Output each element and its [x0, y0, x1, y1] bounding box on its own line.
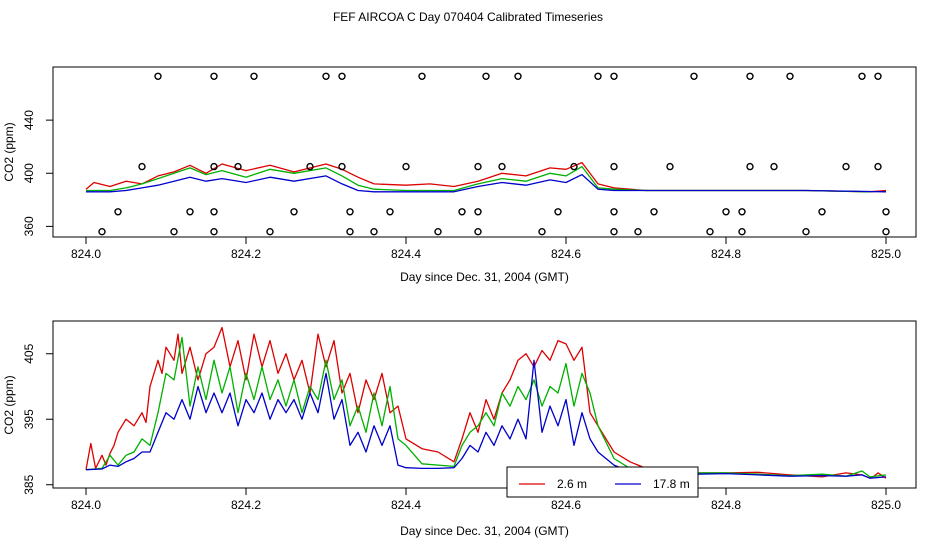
status-marker — [770, 162, 778, 171]
status-marker — [170, 227, 178, 236]
lower-x-axis-label: Day since Dec. 31, 2004 (GMT) — [400, 524, 569, 538]
y-tick-label: 440 — [22, 110, 36, 130]
status-marker — [210, 227, 218, 236]
status-marker — [346, 227, 354, 236]
status-marker — [882, 208, 890, 216]
status-marker — [874, 72, 882, 80]
x-tick-label: 824.6 — [551, 498, 581, 512]
legend-label: 17.8 m — [653, 477, 690, 491]
status-marker — [434, 227, 442, 236]
series-line-red — [85, 326, 887, 479]
status-marker — [746, 72, 754, 80]
series-line-red — [85, 161, 887, 193]
status-marker — [610, 72, 618, 80]
status-marker — [514, 72, 522, 80]
status-marker — [114, 208, 122, 216]
y-tick-label: 385 — [22, 474, 36, 494]
status-marker — [554, 208, 562, 216]
status-marker — [738, 208, 746, 216]
status-marker — [610, 208, 618, 216]
x-tick-label: 824.0 — [71, 498, 101, 512]
status-marker — [474, 208, 482, 216]
status-marker — [650, 208, 658, 216]
status-marker — [666, 162, 674, 171]
status-marker — [138, 162, 146, 171]
status-marker — [874, 162, 882, 171]
x-tick-label: 824.6 — [551, 247, 581, 261]
lower-y-axis-label: CO2 (ppm) — [2, 375, 16, 434]
status-marker — [210, 208, 218, 216]
status-marker — [594, 72, 602, 80]
status-marker — [98, 227, 106, 236]
status-marker — [290, 208, 298, 216]
status-marker — [210, 72, 218, 80]
status-marker — [818, 208, 826, 216]
status-marker — [154, 72, 162, 80]
x-tick-label: 824.4 — [391, 498, 421, 512]
legend-box — [506, 466, 699, 498]
status-marker — [250, 72, 258, 80]
status-marker — [474, 162, 482, 171]
status-marker — [786, 72, 794, 80]
series-line-blue — [85, 359, 887, 479]
status-marker — [322, 72, 330, 80]
series-line-green — [85, 336, 887, 478]
status-marker — [538, 227, 546, 236]
y-tick-label: 395 — [22, 409, 36, 429]
status-marker — [210, 162, 218, 171]
upper-plot-frame — [52, 66, 917, 238]
series-line-blue — [86, 173, 887, 193]
status-marker — [338, 72, 346, 80]
legend: 2.6 m 17.8 m — [506, 466, 699, 498]
status-marker — [482, 72, 490, 80]
status-marker — [610, 227, 618, 236]
status-marker — [610, 162, 618, 171]
figure-title: FEF AIRCOA C Day 070404 Calibrated Times… — [332, 10, 604, 24]
status-marker — [690, 72, 698, 80]
status-marker — [706, 227, 714, 236]
status-marker — [882, 227, 890, 236]
status-marker — [842, 162, 850, 171]
status-marker — [738, 227, 746, 236]
x-tick-label: 825.0 — [871, 498, 901, 512]
status-marker — [458, 208, 466, 216]
upper-y-axis-label: CO2 (ppm) — [2, 122, 16, 181]
legend-label: 2.6 m — [557, 477, 587, 491]
status-marker — [634, 227, 642, 236]
y-tick-label: 400 — [22, 163, 36, 183]
status-marker — [338, 162, 346, 171]
lower-plot-frame — [52, 320, 917, 489]
status-marker — [386, 208, 394, 216]
x-tick-label: 824.2 — [231, 498, 261, 512]
x-tick-label: 825.0 — [871, 247, 901, 261]
x-tick-label: 824.2 — [231, 247, 261, 261]
status-marker — [234, 162, 242, 171]
status-marker — [746, 162, 754, 171]
status-marker — [802, 227, 810, 236]
status-marker — [306, 162, 314, 171]
status-marker — [418, 72, 426, 80]
upper-x-axis-label: Day since Dec. 31, 2004 (GMT) — [400, 270, 569, 284]
status-marker — [722, 208, 730, 216]
y-tick-label: 360 — [22, 216, 36, 236]
lower-chart-panel: Day since Dec. 31, 2004 (GMT) CO2 (ppm) … — [2, 320, 917, 538]
upper-chart-panel: Day since Dec. 31, 2004 (GMT) CO2 (ppm) … — [2, 66, 917, 284]
status-marker — [858, 72, 866, 80]
x-tick-label: 824.4 — [391, 247, 421, 261]
status-marker — [186, 208, 194, 216]
status-marker — [570, 162, 578, 171]
status-marker — [498, 162, 506, 171]
status-marker — [346, 208, 354, 216]
status-marker — [402, 162, 410, 171]
status-marker — [266, 227, 274, 236]
status-marker — [370, 227, 378, 236]
x-tick-label: 824.0 — [71, 247, 101, 261]
x-tick-label: 824.8 — [711, 247, 741, 261]
x-tick-label: 824.8 — [711, 498, 741, 512]
status-marker — [474, 227, 482, 236]
y-tick-label: 405 — [22, 343, 36, 363]
series-line-green — [86, 165, 871, 193]
